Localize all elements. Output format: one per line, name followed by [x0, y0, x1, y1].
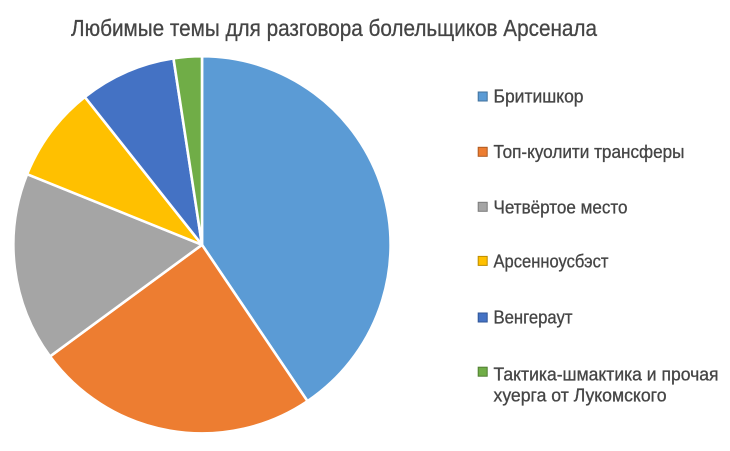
svg-text:Венгераут: Венгераут [494, 307, 573, 327]
svg-text:Арсенноусбэст: Арсенноусбэст [494, 252, 609, 272]
svg-text:Четвёртое место: Четвёртое место [494, 197, 628, 217]
svg-text:Бритишкор: Бритишкор [494, 87, 584, 107]
svg-text:Топ-куолити трансферы: Топ-куолити трансферы [494, 142, 685, 162]
svg-text:хуерга от Лукомского: хуерга от Лукомского [494, 386, 667, 406]
svg-text:Тактика-шмактика и прочая: Тактика-шмактика и прочая [494, 365, 719, 385]
svg-text:Любимые темы для разговора бол: Любимые темы для разговора болельщиков А… [71, 15, 598, 41]
